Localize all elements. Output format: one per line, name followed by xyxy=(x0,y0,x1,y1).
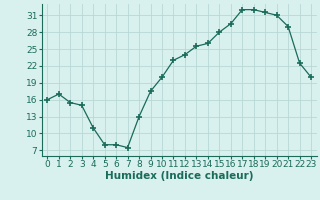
X-axis label: Humidex (Indice chaleur): Humidex (Indice chaleur) xyxy=(105,171,253,181)
